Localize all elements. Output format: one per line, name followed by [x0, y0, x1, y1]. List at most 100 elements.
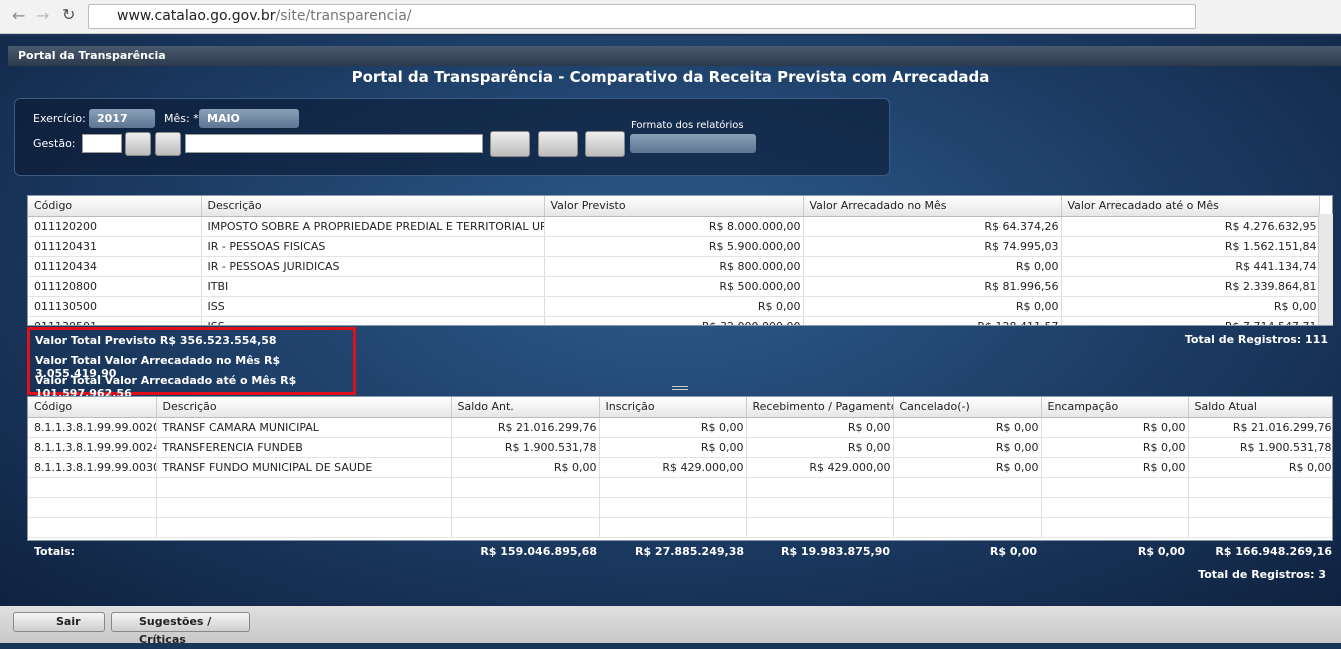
data-row: 011130500 ISS R$ 0,00 R$ 0,00 R$ 0,00: [28, 296, 1320, 317]
total-value: R$ 19.983.875,90: [780, 545, 890, 558]
column-header: Valor Previsto: [544, 196, 804, 217]
cell: R$ 800.000,00: [544, 256, 804, 277]
cell: [893, 477, 1042, 498]
address-bar[interactable]: www.catalao.go.gov.br/site/transparencia…: [88, 4, 1196, 29]
empty-row: [28, 477, 1332, 498]
cell: R$ 32.000.000,00: [544, 316, 804, 325]
movimento-table: Código Descrição Saldo Ant. Inscrição Recebi…: [27, 396, 1333, 541]
exercicio-select[interactable]: 2017: [89, 109, 155, 128]
cell: [156, 477, 452, 498]
page-title: Portal da Transparência - Comparativo da…: [351, 68, 990, 86]
column-header: Código: [28, 196, 202, 217]
column-header: Encampação: [1041, 397, 1189, 418]
column-header: Recebimento / Pagamento(-): [746, 397, 894, 418]
column-header: Saldo Atual: [1188, 397, 1332, 418]
total-value: R$ 27.885.249,38: [634, 545, 744, 558]
data-row: 011120800 ITBI R$ 500.000,00 R$ 81.996,56 R$…: [28, 276, 1320, 297]
gestao-name-input[interactable]: [185, 134, 483, 153]
url-host: www.catalao.go.gov.br: [117, 8, 276, 24]
cell: [746, 497, 894, 518]
cell: 011130500: [28, 296, 202, 317]
cell: R$ 500.000,00: [544, 276, 804, 297]
cell: R$ 0,00: [893, 457, 1042, 478]
cell: R$ 0,00: [544, 296, 804, 317]
cell: R$ 1.900.531,78: [451, 437, 600, 458]
clear-button[interactable]: [538, 131, 578, 157]
formato-select[interactable]: [630, 134, 756, 153]
cell: R$ 0,00: [1041, 457, 1189, 478]
cell: R$ 0,00: [1041, 437, 1189, 458]
summary-line: Valor Total Previsto R$ 356.523.554,58: [35, 334, 277, 347]
column-header: Código: [28, 397, 157, 418]
column-header: Valor Arrecadado no Mês: [803, 196, 1062, 217]
cell: [1041, 517, 1189, 538]
cell: [28, 477, 157, 498]
total-value: R$ 0,00: [989, 545, 1037, 558]
cell: [451, 497, 600, 518]
cell: 011120434: [28, 256, 202, 277]
cell: [746, 477, 894, 498]
cell: R$ 0,00: [803, 256, 1062, 277]
splitter[interactable]: [672, 386, 688, 390]
cell: R$ 21.016.299,76: [451, 417, 600, 438]
cell: IR - PESSOAS FISICAS: [201, 236, 545, 257]
exercicio-label: Exercício: *: [33, 112, 95, 125]
total-value: R$ 0,00: [1137, 545, 1185, 558]
gestao-code-input[interactable]: [82, 134, 122, 153]
cell: R$ 0,00: [451, 457, 600, 478]
reload-button[interactable]: ↻: [62, 5, 76, 24]
data-row: 011130501 ISS R$ 32.000.000,00 R$ 128.411,5…: [28, 316, 1320, 325]
sair-button[interactable]: Sair: [13, 612, 105, 632]
cell: [1188, 477, 1332, 498]
column-header: Descrição: [201, 196, 545, 217]
column-header: Inscrição: [599, 397, 747, 418]
cell: R$ 8.000.000,00: [544, 216, 804, 237]
gestao-clear-button[interactable]: [155, 132, 181, 156]
gestao-search-button[interactable]: [125, 132, 151, 156]
column-header: Saldo Ant.: [451, 397, 600, 418]
cell: R$ 21.016.299,76: [1188, 417, 1332, 438]
cell: R$ 2.339.864,81: [1061, 276, 1320, 297]
receita-table: Código Descrição Valor Previsto Valor Arrec…: [27, 195, 1333, 326]
data-row: 8.1.1.3.8.1.99.99.0024 TRANSFERENCIA FUND…: [28, 437, 1332, 458]
cell: R$ 64.374,26: [803, 216, 1062, 237]
cell: [156, 497, 452, 518]
cell: [1188, 517, 1332, 538]
cell: [28, 517, 157, 538]
summary-line: Valor Total Valor Arrecadado no Mês R$ 3…: [35, 354, 281, 380]
cell: R$ 0,00: [746, 437, 894, 458]
summary-box: Valor Total Previsto R$ 356.523.554,58 Va…: [27, 327, 356, 400]
cell: R$ 74.995,03: [803, 236, 1062, 257]
cell: [28, 497, 157, 518]
browser-bar: ← → ↻ www.catalao.go.gov.br/site/transpa…: [0, 0, 1341, 34]
total-registros-2: Total de Registros: 3: [1198, 568, 1326, 581]
cell: R$ 1.900.531,78: [1188, 437, 1332, 458]
scrollbar[interactable]: [1318, 214, 1333, 325]
cell: [893, 517, 1042, 538]
back-button[interactable]: ←: [12, 6, 26, 25]
cell: [1041, 477, 1189, 498]
sugestoes-button[interactable]: Sugestões / Críticas: [111, 612, 250, 646]
cell: [599, 517, 747, 538]
cell: [451, 477, 600, 498]
cell: [893, 497, 1042, 518]
mes-label: Mês: *: [164, 112, 199, 125]
cell: 8.1.1.3.8.1.99.99.0030: [28, 457, 157, 478]
print-button[interactable]: [585, 131, 625, 157]
cell: R$ 81.996,56: [803, 276, 1062, 297]
search-button[interactable]: [490, 131, 530, 157]
cell: R$ 429.000,00: [746, 457, 894, 478]
mes-select[interactable]: MAIO: [199, 109, 299, 128]
cell: ITBI: [201, 276, 545, 297]
cell: R$ 0,00: [893, 417, 1042, 438]
cell: [1041, 497, 1189, 518]
cell: [451, 517, 600, 538]
column-header: Cancelado(-): [893, 397, 1042, 418]
cell: 011120200: [28, 216, 202, 237]
data-row: 8.1.1.3.8.1.99.99.0020 TRANSF CAMARA MUNI…: [28, 417, 1332, 438]
forward-button[interactable]: →: [36, 6, 50, 25]
cell: R$ 441.134,74: [1061, 256, 1320, 277]
empty-row: [28, 517, 1332, 538]
cell: [599, 497, 747, 518]
